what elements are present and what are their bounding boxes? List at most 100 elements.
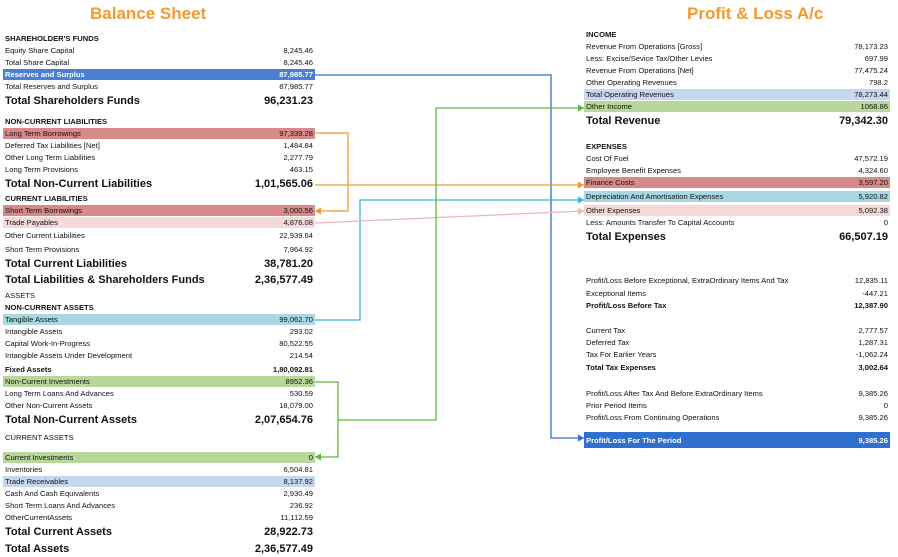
bs-row-intangible-assets: Intangible Assets 293.02 (3, 326, 315, 337)
bs-row-total-shareholders-funds: Total Shareholders Funds 96,231.23 (3, 93, 315, 109)
pl-value: 9,385.26 (858, 435, 888, 445)
bs-row-short-term-loans-and-advances: Short Term Loans And Advances 236.92 (3, 500, 315, 511)
pl-row-blank (584, 376, 890, 387)
bs-row-blank (3, 444, 315, 452)
bs-row-equity-share-capital: Equity Share Capital 8,245.46 (3, 45, 315, 56)
bs-label: Equity Share Capital (5, 46, 75, 55)
pl-row-income: INCOME (584, 29, 890, 40)
pl-label: Total Tax Expenses (586, 363, 656, 372)
bs-value: 3,000.56 (283, 206, 313, 215)
investments-to-other-income-arrow-head (315, 453, 321, 461)
reserves-to-profit-arrow (315, 74, 584, 439)
bs-row-trade-payables: Trade Payables 4,876.08 (3, 217, 315, 228)
bs-label: NON-CURRENT LIABILITIES (5, 117, 108, 126)
bs-value: 87,985.77 (279, 82, 313, 91)
pl-value: 4,324.60 (858, 166, 888, 175)
bs-row-short-term-provisions: Short Term Provisions 7,964.92 (3, 244, 315, 255)
bs-label: Intangible Assets Under Development (5, 351, 133, 360)
bs-label: Capital Work-In-Progress (5, 339, 91, 348)
bs-row-long-term-loans-and-advances: Long Term Loans And Advances 530.59 (3, 388, 315, 399)
pl-row-profit-loss-for-the-period: Profit/Loss For The Period 9,385.26 (584, 432, 890, 448)
balance-sheet-table: SHAREHOLDER'S FUNDS Equity Share Capital 8… (3, 0, 315, 555)
bs-value: 236.92 (289, 501, 313, 510)
pl-value: 5,092.38 (858, 206, 888, 215)
bs-value: 11,112.59 (280, 513, 313, 522)
bs-label: Long Term Provisions (5, 165, 78, 174)
borrowings-to-finance-arrow (315, 132, 349, 212)
pl-row-blank (584, 258, 890, 266)
pl-row-profit-loss-before-exceptional-extraordinary-items-and-tax: Profit/Loss Before Exceptional, ExtraOrd… (584, 275, 890, 286)
pl-row-profit-loss-before-tax: Profit/Loss Before Tax 12,387.90 (584, 300, 890, 311)
pl-label: Profit/Loss Before Exceptional, ExtraOrd… (586, 276, 789, 285)
bs-value: 8,245.46 (283, 46, 313, 55)
pl-label: Profit/Loss For The Period (586, 435, 682, 445)
pl-label: Profit/Loss Before Tax (586, 301, 667, 310)
pl-label: Revenue From Operations [Gross] (586, 42, 703, 51)
bs-row-reserves-and-surplus: Reserves and Surplus 87,985.77 (3, 69, 315, 80)
bs-row-cash-and-cash-equivalents: Cash And Cash Equivalents 2,930.49 (3, 488, 315, 499)
borrowings-to-finance-arrow-head (315, 207, 321, 215)
bs-row-current-liabilities: CURRENT LIABILITIES (3, 193, 315, 204)
bs-value: 2,36,577.49 (254, 274, 313, 286)
pl-label: Revenue From Operations [Net] (586, 66, 694, 75)
bs-value: 0 (308, 453, 313, 462)
bs-row-total-non-current-liabilities: Total Non-Current Liabilities 1,01,565.06 (3, 176, 315, 192)
bs-label: Reserves and Surplus (5, 70, 85, 79)
pl-label: Profit/Loss From Continuing Operations (586, 413, 720, 422)
pl-value: 1,287.31 (858, 338, 888, 347)
bs-label: Cash And Cash Equivalents (5, 489, 100, 498)
bs-row-other-long-term-liabilities: Other Long Term Liabilities 2,277.79 (3, 152, 315, 163)
bs-label: Trade Receivables (5, 477, 69, 486)
pl-row-revenue-from-operations-net: Revenue From Operations [Net] 77,475.24 (584, 65, 890, 76)
bs-label: Other Current Liabilities (5, 231, 85, 240)
bs-value: 1,01,565.06 (254, 178, 313, 190)
bs-label: Short Term Provisions (5, 245, 80, 254)
pl-row-depreciation-and-amortisation-expenses: Depreciation And Amortisation Expenses 5,… (584, 191, 890, 202)
pl-label: Less: Excise/Sevice Tax/Other Levies (586, 54, 713, 63)
pl-value: 9,385.26 (858, 413, 888, 422)
bs-label: NON-CURRENT ASSETS (5, 303, 94, 312)
bs-value: 87,985.77 (279, 70, 313, 79)
investments-to-other-income-arrow (315, 381, 339, 458)
bs-row-total-current-liabilities: Total Current Liabilities 38,781.20 (3, 256, 315, 272)
bs-label: Total Reserves and Surplus (5, 82, 98, 91)
pl-row-deferred-tax: Deferred Tax 1,287.31 (584, 337, 890, 348)
bs-label: Trade Payables (5, 218, 58, 227)
pl-row-prior-period-items: Prior Period Items 0 (584, 400, 890, 411)
bs-label: Deferred Tax Liabilities [Net] (5, 141, 100, 150)
bs-value: 6,504.81 (283, 465, 313, 474)
pl-row-finance-costs: Finance Costs 3,597.20 (584, 177, 890, 188)
bs-label: Short Term Loans And Advances (5, 501, 116, 510)
pl-value: 1068.86 (860, 102, 888, 111)
pl-row-other-income: Other Income 1068.86 (584, 101, 890, 112)
pl-value: -447.21 (862, 289, 888, 298)
pl-row-revenue-from-operations-gross: Revenue From Operations [Gross] 78,173.23 (584, 41, 890, 52)
pl-row-less-amounts-transfer-to-capital-accounts: Less: Amounts Transfer To Capital Accoun… (584, 217, 890, 228)
other-income-arrow (338, 107, 584, 421)
bs-row-total-assets: Total Assets 2,36,577.49 (3, 541, 315, 557)
pl-row-cost-of-fuel: Cost Of Fuel 47,572.19 (584, 153, 890, 164)
bs-label: Total Assets (5, 543, 70, 555)
bs-label: Other Long Term Liabilities (5, 153, 96, 162)
bs-label: Fixed Assets (5, 365, 52, 374)
bs-row-trade-receivables: Trade Receivables 8,137.92 (3, 476, 315, 487)
pl-label: Other Expenses (586, 206, 641, 215)
pl-label: Employee Benefit Expenses (586, 166, 681, 175)
bs-row-fixed-assets: Fixed Assets 1,80,092.81 (3, 364, 315, 375)
bs-row-blank (3, 105, 315, 116)
pl-row-employee-benefit-expenses: Employee Benefit Expenses 4,324.60 (584, 165, 890, 176)
bs-row-deferred-tax-liabilities-net: Deferred Tax Liabilities [Net] 1,484.84 (3, 140, 315, 151)
bs-label: Other Non-Current Assets (5, 401, 93, 410)
bs-row-long-term-borrowings: Long Term Borrowings 97,339.28 (3, 128, 315, 139)
bs-value: 530.59 (289, 389, 313, 398)
bs-row-intangible-assets-under-development: Intangible Assets Under Development 214.5… (3, 350, 315, 361)
bs-label: Intangible Assets (5, 327, 63, 336)
pl-label: Deferred Tax (586, 338, 630, 347)
pl-row-current-tax: Current Tax 2,777.57 (584, 325, 890, 336)
bs-row-other-non-current-assets: Other Non-Current Assets 18,079.00 (3, 400, 315, 411)
bs-label: ASSETS (5, 291, 35, 300)
pl-row-other-expenses: Other Expenses 5,092.38 (584, 205, 890, 216)
pl-label: Total Operating Revenues (586, 90, 674, 99)
bs-value: 293.02 (289, 327, 313, 336)
bs-label: SHAREHOLDER'S FUNDS (5, 34, 99, 43)
